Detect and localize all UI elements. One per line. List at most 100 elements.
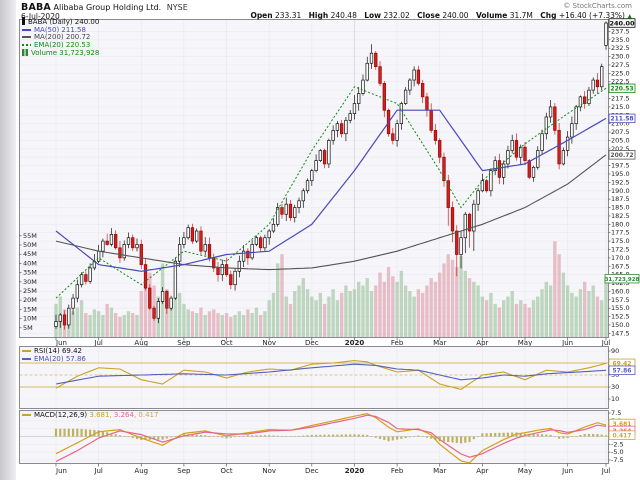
svg-text:210.0: 210.0 [611, 120, 630, 128]
svg-text:31,723,928: 31,723,928 [605, 277, 640, 283]
svg-text:69.42: 69.42 [613, 361, 632, 368]
svg-text:Nov: Nov [262, 467, 276, 475]
chart-title: BABA Alibaba Group Holding Ltd. NYSE [21, 2, 188, 13]
svg-text:Mar: Mar [433, 339, 446, 347]
svg-text:45M: 45M [23, 250, 37, 258]
svg-text:Sep: Sep [177, 339, 191, 347]
x-axis-mid: Jun Jul Aug Sep Oct Nov Dec 2020 Feb Mar Apr May Jun… [55, 337, 611, 347]
svg-text:187.5: 187.5 [611, 195, 630, 203]
svg-text:222.5: 222.5 [611, 78, 630, 86]
svg-text:20M: 20M [23, 296, 37, 304]
volume-legend: Volume 31,723,928 [31, 49, 100, 58]
svg-text:Feb: Feb [391, 339, 404, 347]
svg-text:170.0: 170.0 [611, 254, 630, 262]
svg-text:Mar: Mar [433, 467, 446, 475]
volume-value: 31.7M [509, 11, 533, 20]
ema20-legend: EMA(20) 220.53 [34, 40, 91, 49]
svg-text:Apr: Apr [476, 467, 488, 475]
svg-text:230.0: 230.0 [611, 53, 630, 61]
up-arrow-icon: ▲ [627, 13, 632, 20]
svg-text:Jul: Jul [601, 467, 611, 475]
svg-text:202.5: 202.5 [611, 145, 630, 153]
candlestick-icon [22, 17, 25, 25]
ma200-line-icon [22, 36, 31, 39]
svg-text:7.5: 7.5 [611, 409, 621, 417]
svg-text:50: 50 [611, 371, 619, 379]
macd-histogram [54, 428, 608, 444]
candlesticks [54, 21, 608, 330]
ma50-line-icon [22, 28, 31, 31]
svg-text:Aug: Aug [134, 467, 148, 475]
svg-text:May: May [518, 339, 532, 347]
svg-text:211.58: 211.58 [610, 116, 633, 123]
svg-text:15M: 15M [23, 305, 37, 313]
macd-value: 3.681, [89, 411, 112, 419]
svg-text:0.417: 0.417 [613, 432, 632, 439]
overlay-lines [19, 19, 609, 338]
quote-summary: Open 233.31 High 240.48 Low 232.02 Close… [245, 11, 632, 20]
svg-text:190.0: 190.0 [611, 187, 630, 195]
ema20-dotted-line-icon [22, 43, 31, 46]
svg-text:Jul: Jul [601, 339, 611, 347]
svg-text:Jun: Jun [561, 339, 573, 347]
x-axis-bottom: Jun Jul Aug Sep Oct Nov Dec 2020 Feb Mar Apr May Jun… [55, 463, 611, 475]
macd-legend-label: MACD(12,26,9) [34, 411, 88, 419]
ticker-symbol: BABA [21, 2, 51, 13]
rsi-legend-text: RSI(14) 69.42 [34, 347, 83, 355]
svg-text:215.0: 215.0 [611, 103, 630, 111]
price-badges: 240.00 220.53 211.58 200.72 31,723,928 [604, 18, 640, 284]
svg-text:195.0: 195.0 [611, 170, 630, 178]
svg-text:197.5: 197.5 [611, 162, 630, 170]
svg-text:Jun: Jun [561, 467, 573, 475]
svg-text:Jun: Jun [55, 467, 67, 475]
svg-text:-2.5: -2.5 [611, 440, 624, 448]
svg-text:Oct: Oct [220, 339, 232, 347]
company-name: Alibaba Group Holding Ltd. [53, 3, 162, 12]
svg-text:235.0: 235.0 [611, 36, 630, 44]
rsi-legend: RSI(14) 69.42 EMA(20) 57.86 [22, 347, 86, 363]
svg-text:Dec: Dec [305, 339, 319, 347]
svg-text:2020: 2020 [345, 467, 365, 475]
svg-text:Feb: Feb [391, 467, 404, 475]
rsi-ema-line-icon [22, 357, 31, 360]
svg-text:192.5: 192.5 [611, 178, 630, 186]
svg-text:147.5: 147.5 [611, 329, 630, 337]
low-value: 232.02 [383, 11, 410, 20]
ma50-legend: MA(50) 211.58 [34, 25, 86, 34]
svg-text:207.5: 207.5 [611, 128, 630, 136]
rsi-line-icon [22, 350, 31, 352]
svg-text:237.5: 237.5 [611, 27, 630, 35]
chg-value: +16.40 (+7.33%) [558, 11, 625, 20]
rsi-ema-legend-text: EMA(20) 57.86 [34, 354, 86, 363]
chg-label: Chg [540, 11, 557, 20]
svg-text:2020: 2020 [345, 339, 365, 347]
svg-text:157.5: 157.5 [611, 296, 630, 304]
svg-text:40M: 40M [23, 259, 37, 267]
svg-text:172.5: 172.5 [611, 245, 630, 253]
svg-text:3.681: 3.681 [613, 421, 632, 428]
svg-text:May: May [518, 467, 532, 475]
svg-text:182.5: 182.5 [611, 212, 630, 220]
exchange-name: NYSE [166, 3, 188, 12]
svg-text:10: 10 [611, 395, 619, 403]
macd-line-icon [22, 414, 31, 416]
ma200-legend: MA(200) 200.72 [34, 33, 91, 42]
open-value: 233.31 [275, 11, 302, 20]
svg-text:227.5: 227.5 [611, 61, 630, 69]
svg-text:160.0: 160.0 [611, 287, 630, 295]
close-label: Close [417, 11, 440, 20]
svg-text:217.5: 217.5 [611, 95, 630, 103]
svg-text:57.86: 57.86 [613, 368, 632, 375]
svg-text:50M: 50M [23, 241, 37, 249]
main-legend: BABA (Daily) 240.00 MA(50) 211.58 MA(200… [22, 17, 99, 58]
volume-label: Volume [475, 11, 508, 20]
svg-text:-5.0: -5.0 [611, 448, 624, 456]
svg-text:150.0: 150.0 [611, 321, 630, 329]
signal-value: 3.264, [113, 411, 137, 419]
volume-bars-icon [22, 49, 28, 57]
svg-text:Sep: Sep [177, 467, 191, 475]
copyright: © StockCharts.com [563, 2, 632, 10]
chart-date: 6-Jul-2020 [21, 12, 60, 21]
